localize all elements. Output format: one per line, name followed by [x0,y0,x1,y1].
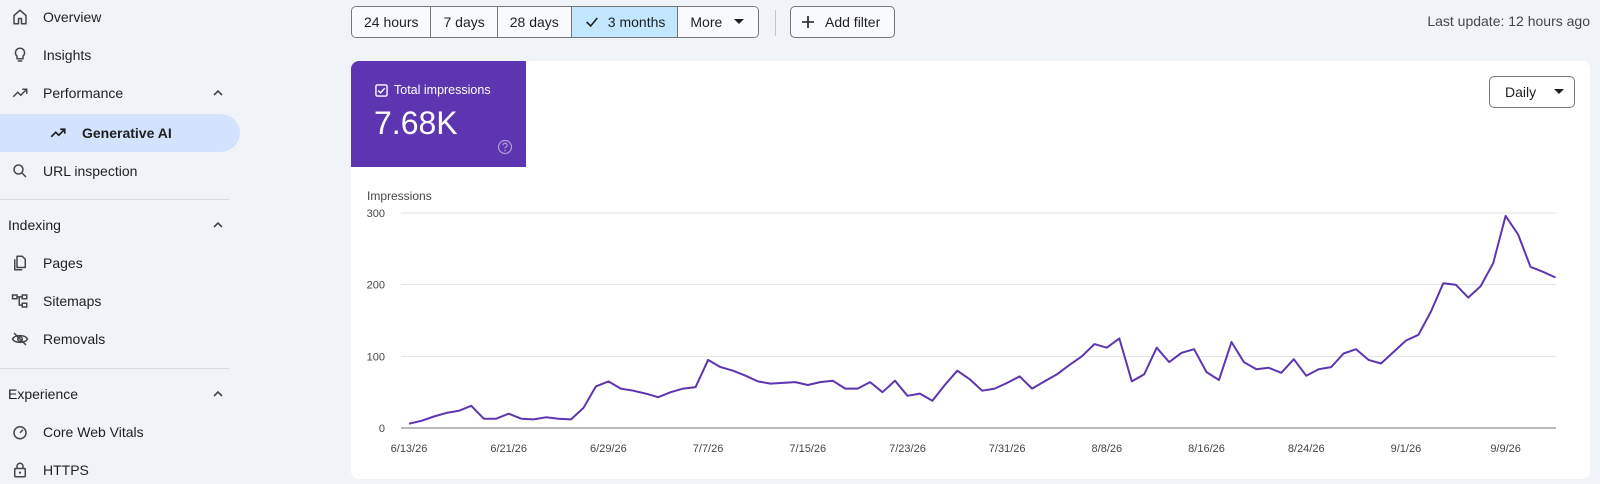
add-filter-label: Add filter [825,14,881,30]
sitemap-icon [10,291,30,311]
x-tick-label: 8/16/26 [1188,443,1225,455]
granularity-label: Daily [1505,84,1537,100]
range-3-months-button[interactable]: 3 months [571,7,679,37]
dropdown-arrow-icon [734,19,745,24]
lock-icon [10,460,30,480]
lightbulb-icon [10,45,30,65]
sidebar-item-insights[interactable]: Insights [0,36,240,74]
check-icon [585,17,598,28]
sidebar-item-pages[interactable]: Pages [0,244,240,282]
help-icon[interactable] [497,139,513,155]
sidebar-item-label: URL inspection [43,163,138,179]
metric-value: 7.68K [374,105,458,141]
more-label: More [690,14,723,30]
x-tick-label: 6/13/26 [391,443,428,455]
chevron-up-icon[interactable] [212,87,224,99]
sidebar-item-label: Performance [43,85,124,101]
y-tick-label: 100 [367,351,385,363]
sidebar-item-label: Sitemaps [43,293,102,309]
granularity-dropdown[interactable]: Daily [1489,76,1575,108]
sidebar-item-label: Generative AI [82,125,172,141]
section-header-experience[interactable]: Experience [0,375,240,413]
range-label: 7 days [443,14,485,30]
x-tick-label: 6/21/26 [490,443,527,455]
toolbar-divider [775,10,776,36]
range-label: 24 hours [364,14,419,30]
x-tick-label: 7/7/26 [693,443,724,455]
sidebar: Overview Insights Performance Generative… [0,0,240,484]
performance-card: Total impressions 7.68K Daily Impression… [351,61,1590,479]
trending-up-icon [48,123,68,143]
chevron-up-icon[interactable] [212,219,224,231]
plus-icon [802,16,814,28]
last-update-text: Last update: 12 hours ago [1427,13,1590,29]
add-filter-button[interactable]: Add filter [790,6,896,38]
x-tick-label: 9/1/26 [1391,443,1422,455]
section-label: Indexing [8,217,61,233]
range-24-hours-button[interactable]: 24 hours [352,7,432,37]
pages-icon [10,253,30,273]
sidebar-item-generative-ai[interactable]: Generative AI [0,114,240,152]
y-tick-label: 300 [367,208,385,220]
x-tick-label: 8/8/26 [1092,443,1123,455]
metric-title-label: Total impressions [394,83,491,97]
sidebar-item-label: Removals [43,331,106,347]
sidebar-item-label: Core Web Vitals [43,424,144,440]
x-tick-label: 8/24/26 [1288,443,1325,455]
sidebar-item-removals[interactable]: Removals [0,320,240,358]
x-tick-label: 6/29/26 [590,443,627,455]
trending-up-icon [10,83,30,103]
more-ranges-button[interactable]: More [678,7,759,37]
divider [0,199,229,200]
x-tick-label: 7/23/26 [889,443,926,455]
sidebar-item-performance[interactable]: Performance [0,74,240,112]
metric-title: Total impressions [375,83,491,97]
section-header-indexing[interactable]: Indexing [0,206,240,244]
x-tick-label: 9/9/26 [1490,443,1521,455]
sidebar-item-url-inspection[interactable]: URL inspection [0,152,240,190]
total-impressions-metric[interactable]: Total impressions 7.68K [351,61,526,167]
sidebar-item-overview[interactable]: Overview [0,0,240,36]
range-label: 3 months [607,14,666,30]
chevron-up-icon[interactable] [212,388,224,400]
sidebar-item-label: Overview [43,9,102,25]
range-7-days-button[interactable]: 7 days [431,7,498,37]
impressions-series-line[interactable] [408,214,1556,425]
sidebar-item-sitemaps[interactable]: Sitemaps [0,282,240,320]
search-icon [10,161,30,181]
y-tick-label: 0 [379,423,385,435]
sidebar-item-label: Insights [43,47,92,63]
checkbox-checked-icon[interactable] [375,83,388,97]
y-axis-title: Impressions [367,189,432,203]
section-label: Experience [8,386,79,402]
x-tick-label: 7/31/26 [989,443,1026,455]
sidebar-item-https[interactable]: HTTPS [0,451,240,484]
dropdown-arrow-icon [1554,89,1564,94]
divider [0,368,229,369]
sidebar-item-core-web-vitals[interactable]: Core Web Vitals [0,413,240,451]
range-28-days-button[interactable]: 28 days [497,7,572,37]
date-range-selector: 24 hours 7 days 28 days 3 months More [351,6,760,38]
sidebar-item-label: Pages [43,255,83,271]
eye-off-icon [10,329,30,349]
impressions-chart: Impressions 0 100 200 300 6/13/26 6/21/26 6/2… [367,189,1556,455]
x-tick-label: 7/15/26 [789,443,826,455]
range-label: 28 days [509,14,559,30]
home-icon [10,7,30,27]
sidebar-item-label: HTTPS [43,462,89,478]
y-tick-label: 200 [367,280,385,292]
gauge-icon [10,422,30,442]
